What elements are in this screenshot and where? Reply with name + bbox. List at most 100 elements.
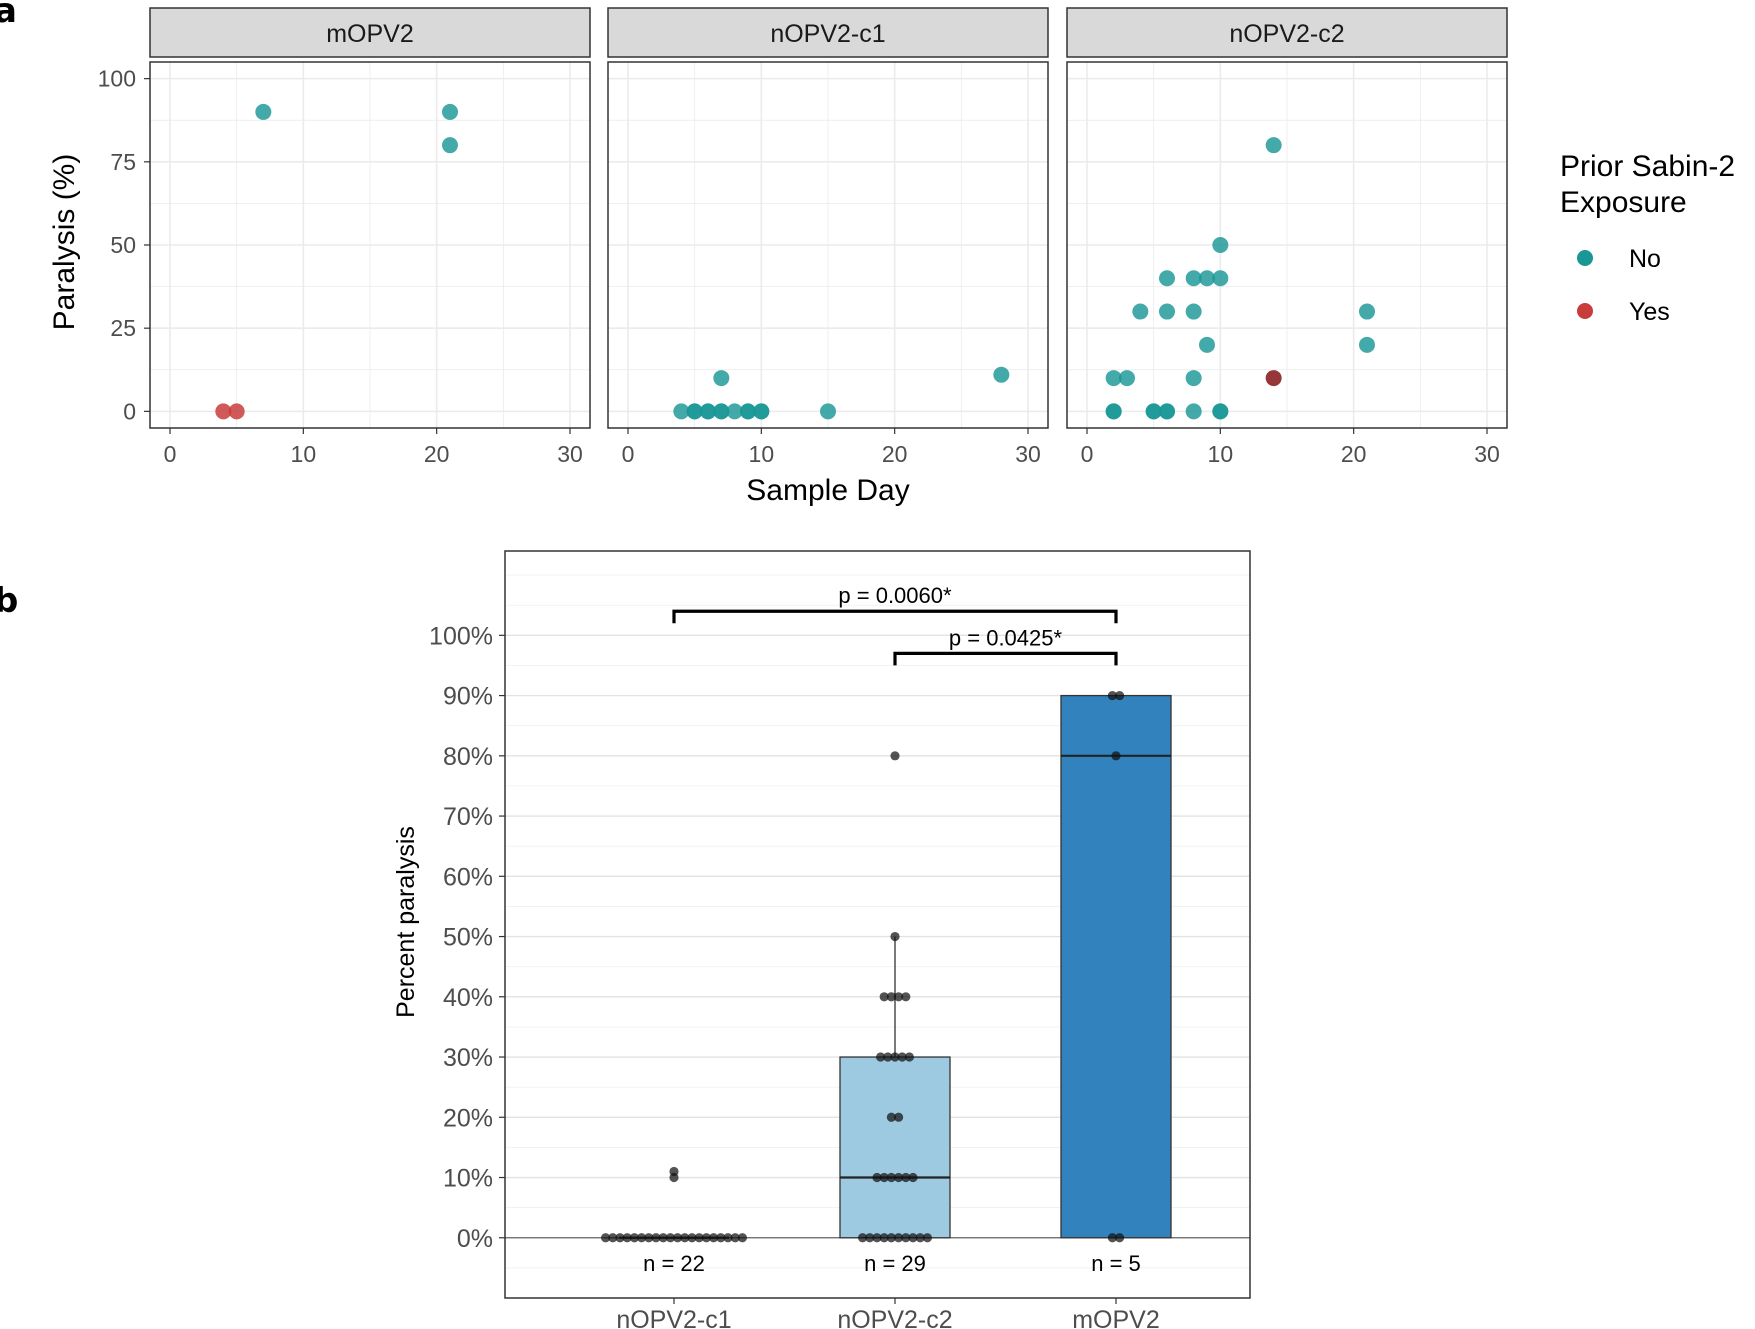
data-point-no <box>1119 370 1135 387</box>
data-point-no <box>1145 403 1162 420</box>
data-point <box>879 1172 889 1183</box>
data-point <box>894 992 904 1002</box>
legend-title-line2: Exposure <box>1560 186 1687 219</box>
data-point <box>651 1233 661 1243</box>
data-point <box>894 1112 904 1122</box>
y-tick-label: 25 <box>110 315 136 341</box>
data-point <box>622 1233 632 1243</box>
data-point <box>694 1233 704 1243</box>
data-point <box>872 1172 882 1183</box>
y-tick-label: 75 <box>110 149 136 175</box>
data-point-no <box>740 403 756 420</box>
facet-nopv2-c2: nOPV2-c2 0 10 20 30 <box>1066 7 1508 467</box>
data-point <box>872 1233 882 1243</box>
x-tick-label: 0 <box>622 441 635 467</box>
data-point <box>922 1233 933 1243</box>
y-tick-label: 100 <box>98 66 136 92</box>
b-y-tick-label: 10% <box>443 1165 493 1193</box>
facet-strip <box>149 7 591 58</box>
legend-no-marker <box>1577 250 1593 266</box>
data-point <box>886 1233 897 1243</box>
data-point <box>680 1233 690 1243</box>
panel-b-border <box>504 550 1251 1299</box>
data-point-no <box>1212 237 1229 253</box>
data-point <box>901 992 911 1002</box>
data-point-no <box>686 403 703 420</box>
data-point <box>886 1112 897 1122</box>
x-tick-label: 30 <box>1474 441 1500 467</box>
data-point-yes <box>228 403 245 420</box>
b-x-tick-label: nOPV2-c1 <box>616 1306 731 1329</box>
b-y-tick-label: 90% <box>443 683 493 711</box>
data-point-no <box>713 370 730 387</box>
data-point-no <box>1185 270 1202 287</box>
data-point-no <box>1199 336 1215 353</box>
x-tick-label: 0 <box>164 441 177 467</box>
b-y-tick-label: 100% <box>429 622 493 650</box>
n-label: n = 29 <box>864 1251 926 1276</box>
data-point <box>1107 1233 1117 1243</box>
data-point <box>629 1233 640 1243</box>
data-point-no <box>673 403 690 420</box>
bracket-line <box>672 609 1118 624</box>
panel-b-boxplot: n = 22 n = 29 n = 5 p = 0.0060* p = 0.0425*… <box>392 550 1251 1329</box>
data-point <box>701 1233 712 1243</box>
box-mopv2: n = 5 <box>1060 694 1172 1276</box>
data-point-no <box>993 366 1010 383</box>
data-point-no <box>713 403 730 420</box>
data-point <box>879 1233 889 1243</box>
n-label: n = 5 <box>1091 1251 1141 1276</box>
data-point-no <box>1159 303 1175 320</box>
legend: Prior Sabin-2 Exposure No Yes <box>1560 150 1735 326</box>
y-tick-label: 0 <box>123 398 136 424</box>
box-body <box>1060 694 1172 1239</box>
data-point-no <box>1132 303 1149 320</box>
data-point-yes <box>215 403 232 420</box>
data-point <box>669 1166 679 1177</box>
data-point <box>886 1172 897 1183</box>
data-point-yes <box>1265 370 1282 387</box>
bracket-line <box>893 651 1118 666</box>
x-tick-label: 10 <box>749 441 775 467</box>
x-tick-label: 30 <box>1015 441 1041 467</box>
data-point <box>908 1172 918 1183</box>
data-point-no <box>1212 403 1229 420</box>
b-y-axis-title: Percent paralysis <box>392 826 420 1018</box>
data-point-no <box>255 103 272 120</box>
bracket-p-value: p = 0.0060* <box>838 583 952 608</box>
x-tick-label: 10 <box>1208 441 1234 467</box>
data-point <box>915 1233 925 1243</box>
data-point-no <box>1359 303 1375 320</box>
data-point <box>737 1233 748 1243</box>
legend-title-line1: Prior Sabin-2 <box>1560 150 1735 183</box>
b-y-tick-label: 0% <box>457 1225 493 1253</box>
b-y-tick-label: 30% <box>443 1044 493 1072</box>
data-point <box>901 1172 911 1183</box>
data-point <box>890 751 900 761</box>
data-point-no <box>1159 270 1175 287</box>
x-axis-title: Sample Day <box>746 474 909 507</box>
x-tick-label: 20 <box>882 441 908 467</box>
facet-border <box>1066 61 1508 429</box>
data-point-no <box>1159 403 1175 420</box>
bracket-p-value: p = 0.0425* <box>949 625 1063 650</box>
legend-yes-marker <box>1577 303 1593 319</box>
data-point <box>879 992 889 1002</box>
data-point <box>665 1233 676 1243</box>
legend-yes-label: Yes <box>1629 298 1670 326</box>
data-point-no <box>1185 303 1202 320</box>
x-tick-label: 20 <box>1341 441 1367 467</box>
data-point <box>876 1052 886 1062</box>
b-y-tick-label: 70% <box>443 803 493 831</box>
b-y-tick-label: 40% <box>443 984 493 1012</box>
data-point-no <box>1359 336 1375 353</box>
facet-strip-label: mOPV2 <box>326 20 414 48</box>
facet-strip-label: nOPV2-c1 <box>770 20 885 48</box>
panel-label-b: b <box>0 581 18 621</box>
data-point <box>644 1233 654 1243</box>
n-label: n = 22 <box>643 1251 705 1276</box>
data-point-no <box>700 403 716 420</box>
